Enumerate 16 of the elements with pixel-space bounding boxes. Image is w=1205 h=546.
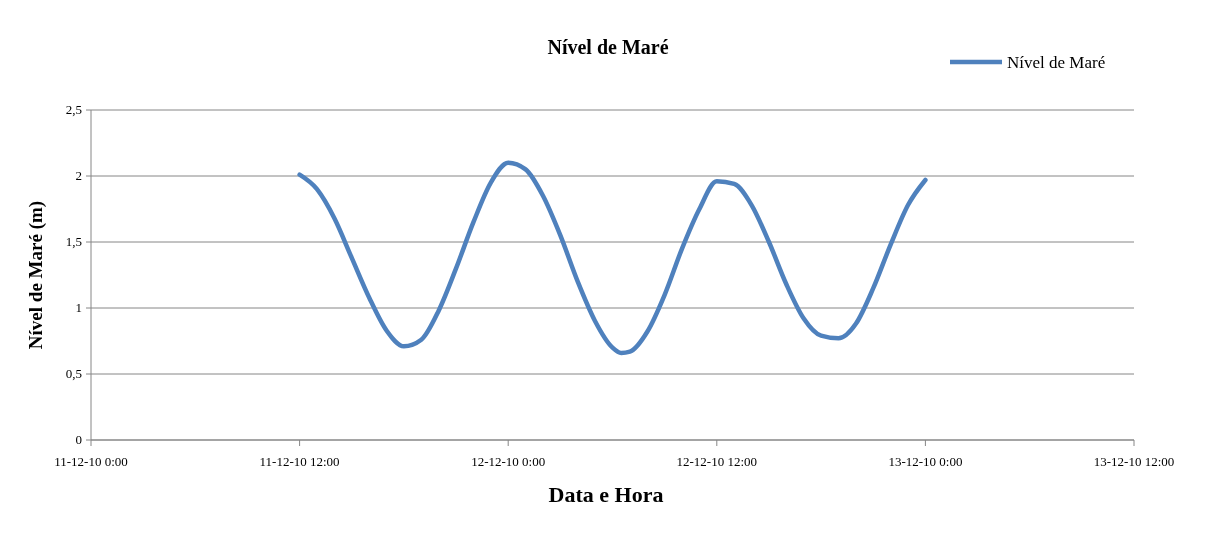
x-tick-label: 12-12-10 0:00 <box>471 454 546 469</box>
y-tick-label: 2 <box>75 168 82 183</box>
y-axis-title: Nível de Maré (m) <box>25 200 47 350</box>
chart-title: Nível de Maré <box>547 36 669 58</box>
y-tick-label: 0,5 <box>65 366 82 381</box>
legend-label: Nível de Maré <box>1007 53 1106 72</box>
x-tick-label: 11-12-10 0:00 <box>54 454 128 469</box>
y-tick-label: 1,5 <box>65 234 82 249</box>
y-tick-label: 2,5 <box>65 102 82 117</box>
y-tick-label: 0 <box>75 432 82 447</box>
x-axis-title: Data e Hora <box>548 482 664 507</box>
x-tick-label: 13-12-10 0:00 <box>888 454 963 469</box>
x-tick-label: 11-12-10 12:00 <box>259 454 340 469</box>
x-tick-label: 12-12-10 12:00 <box>676 454 758 469</box>
x-tick-label: 13-12-10 12:00 <box>1093 454 1175 469</box>
y-tick-label: 1 <box>75 300 82 315</box>
